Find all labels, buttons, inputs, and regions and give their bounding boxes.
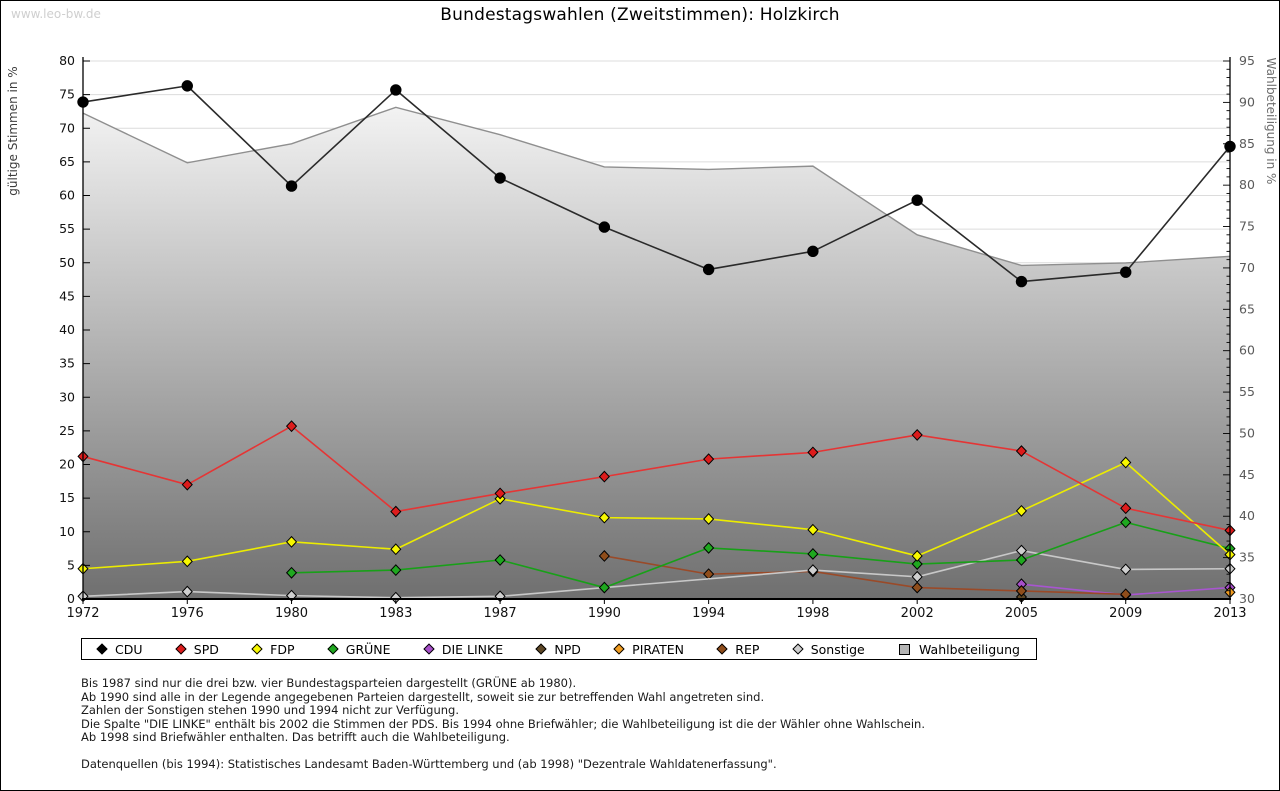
election-line-chart: 0 5 10 15 20 25 30 35 40 45 50 55 60 65 70 75 80 30 35 40 45… [6, 53, 1278, 621]
svg-text:15: 15 [59, 490, 75, 505]
svg-text:60: 60 [59, 188, 75, 203]
x-tick-1983: 1983 [379, 606, 412, 621]
legend-swatch-piraten [613, 643, 625, 655]
left-axis-title: gültige Stimmen in % [6, 66, 20, 195]
legend-swatch-rep [716, 643, 728, 655]
legend-item-sonstige: Sonstige [792, 641, 865, 657]
legend-label: NPD [554, 641, 581, 657]
axes: 0 5 10 15 20 25 30 35 40 45 50 55 60 65 70 75 80 30 35 40 45… [59, 53, 1255, 621]
x-tick-2005: 2005 [1005, 606, 1038, 621]
svg-text:35: 35 [1239, 550, 1255, 565]
footnote-line: Zahlen der Sonstigen stehen 1990 und 199… [81, 703, 460, 717]
chart-title: Bundestagswahlen (Zweitstimmen): Holzkir… [440, 5, 840, 25]
legend-item-fdp: FDP [251, 641, 295, 657]
svg-text:40: 40 [59, 322, 75, 337]
svg-text:50: 50 [59, 255, 75, 270]
legend-label: REP [735, 641, 760, 657]
legend-swatch-sonstige [792, 643, 804, 655]
x-tick-2009: 2009 [1109, 606, 1142, 621]
legend-item-gr-ne: GRÜNE [327, 641, 391, 657]
svg-text:65: 65 [59, 154, 75, 169]
svg-text:0: 0 [67, 591, 75, 606]
x-tick-2002: 2002 [901, 606, 934, 621]
legend-label: Sonstige [810, 641, 865, 657]
svg-text:30: 30 [1239, 591, 1255, 606]
svg-text:60: 60 [1239, 343, 1255, 358]
legend-swatch-npd [535, 643, 548, 655]
legend-label: GRÜNE [345, 641, 391, 657]
svg-text:25: 25 [59, 423, 75, 438]
x-tick-1980: 1980 [275, 606, 308, 621]
legend-swatch-die-linke [423, 643, 435, 655]
legend-item-piraten: PIRATEN [613, 641, 685, 657]
x-tick-1994: 1994 [692, 606, 725, 621]
svg-text:50: 50 [1239, 425, 1255, 440]
legend-label: SPD [193, 641, 219, 657]
svg-text:80: 80 [1239, 177, 1255, 192]
footnote-line: Ab 1990 sind alle in der Legende angegeb… [81, 689, 765, 704]
legend-swatch-gr-ne [327, 643, 339, 655]
legend-swatch-spd [175, 643, 187, 655]
svg-text:70: 70 [59, 120, 75, 135]
svg-text:45: 45 [1239, 467, 1255, 482]
legend-label: FDP [270, 641, 295, 657]
series-gr-ne [285, 516, 1236, 594]
svg-text:65: 65 [1239, 301, 1255, 316]
footnote-line [81, 745, 1231, 759]
legend-item-spd: SPD [175, 641, 219, 657]
series-fdp [77, 456, 1236, 575]
x-tick-2013: 2013 [1213, 606, 1246, 621]
legend-item-rep: REP [716, 641, 760, 657]
legend-label: CDU [115, 641, 143, 657]
chart-legend: CDU SPD FDP GRÜNE DIE LINKE NPD PIRATEN REP Sons… [81, 638, 1037, 660]
site-watermark: www.leo-bw.de [11, 7, 101, 21]
x-tick-1972: 1972 [66, 606, 99, 621]
legend-label: DIE LINKE [441, 641, 504, 657]
legend-item-wahlbeteiligung: Wahlbeteiligung [898, 641, 1020, 657]
right-axis-title: Wahlbeteiligung in % [1264, 58, 1278, 185]
footnote-line: Ab 1998 sind Briefwähler enthalten. Das … [81, 730, 510, 744]
legend-swatch-fdp [251, 643, 263, 655]
svg-text:80: 80 [59, 53, 75, 68]
legend-item-cdu: CDU [96, 641, 143, 657]
data-series [77, 80, 1236, 604]
x-tick-1990: 1990 [588, 606, 621, 621]
svg-text:5: 5 [67, 557, 75, 572]
footnote-line: Bis 1987 sind nur die drei bzw. vier Bun… [81, 676, 577, 690]
svg-text:30: 30 [59, 389, 75, 404]
svg-text:40: 40 [1239, 508, 1255, 523]
svg-text:75: 75 [59, 87, 75, 102]
legend-swatch-cdu [96, 643, 108, 655]
series-wahlbeteiligung [82, 106, 1231, 599]
svg-text:90: 90 [1239, 94, 1255, 109]
svg-text:85: 85 [1239, 136, 1255, 151]
series-sonstige [77, 544, 1236, 604]
svg-text:55: 55 [1239, 384, 1255, 399]
x-tick-1987: 1987 [484, 606, 517, 621]
svg-text:55: 55 [59, 221, 75, 236]
svg-text:45: 45 [59, 288, 75, 303]
legend-label: Wahlbeteiligung [918, 641, 1020, 657]
svg-text:70: 70 [1239, 260, 1255, 275]
svg-text:10: 10 [59, 524, 75, 539]
legend-item-npd: NPD [535, 641, 581, 657]
svg-text:75: 75 [1239, 219, 1255, 234]
svg-text:20: 20 [59, 457, 75, 472]
footnote-line: Die Spalte "DIE LINKE" enthält bis 2002 … [81, 716, 925, 731]
legend-item-die-linke: DIE LINKE [423, 641, 504, 657]
legend-label: PIRATEN [632, 641, 685, 657]
x-tick-1976: 1976 [171, 606, 204, 621]
chart-footnotes: Bis 1987 sind nur die drei bzw. vier Bun… [81, 676, 1231, 772]
svg-text:95: 95 [1239, 53, 1255, 68]
svg-text:35: 35 [59, 356, 75, 371]
footnote-line: Datenquellen (bis 1994): Statistisches L… [81, 757, 777, 771]
x-tick-1998: 1998 [796, 606, 829, 621]
legend-swatch-wahlbeteiligung [898, 643, 910, 655]
